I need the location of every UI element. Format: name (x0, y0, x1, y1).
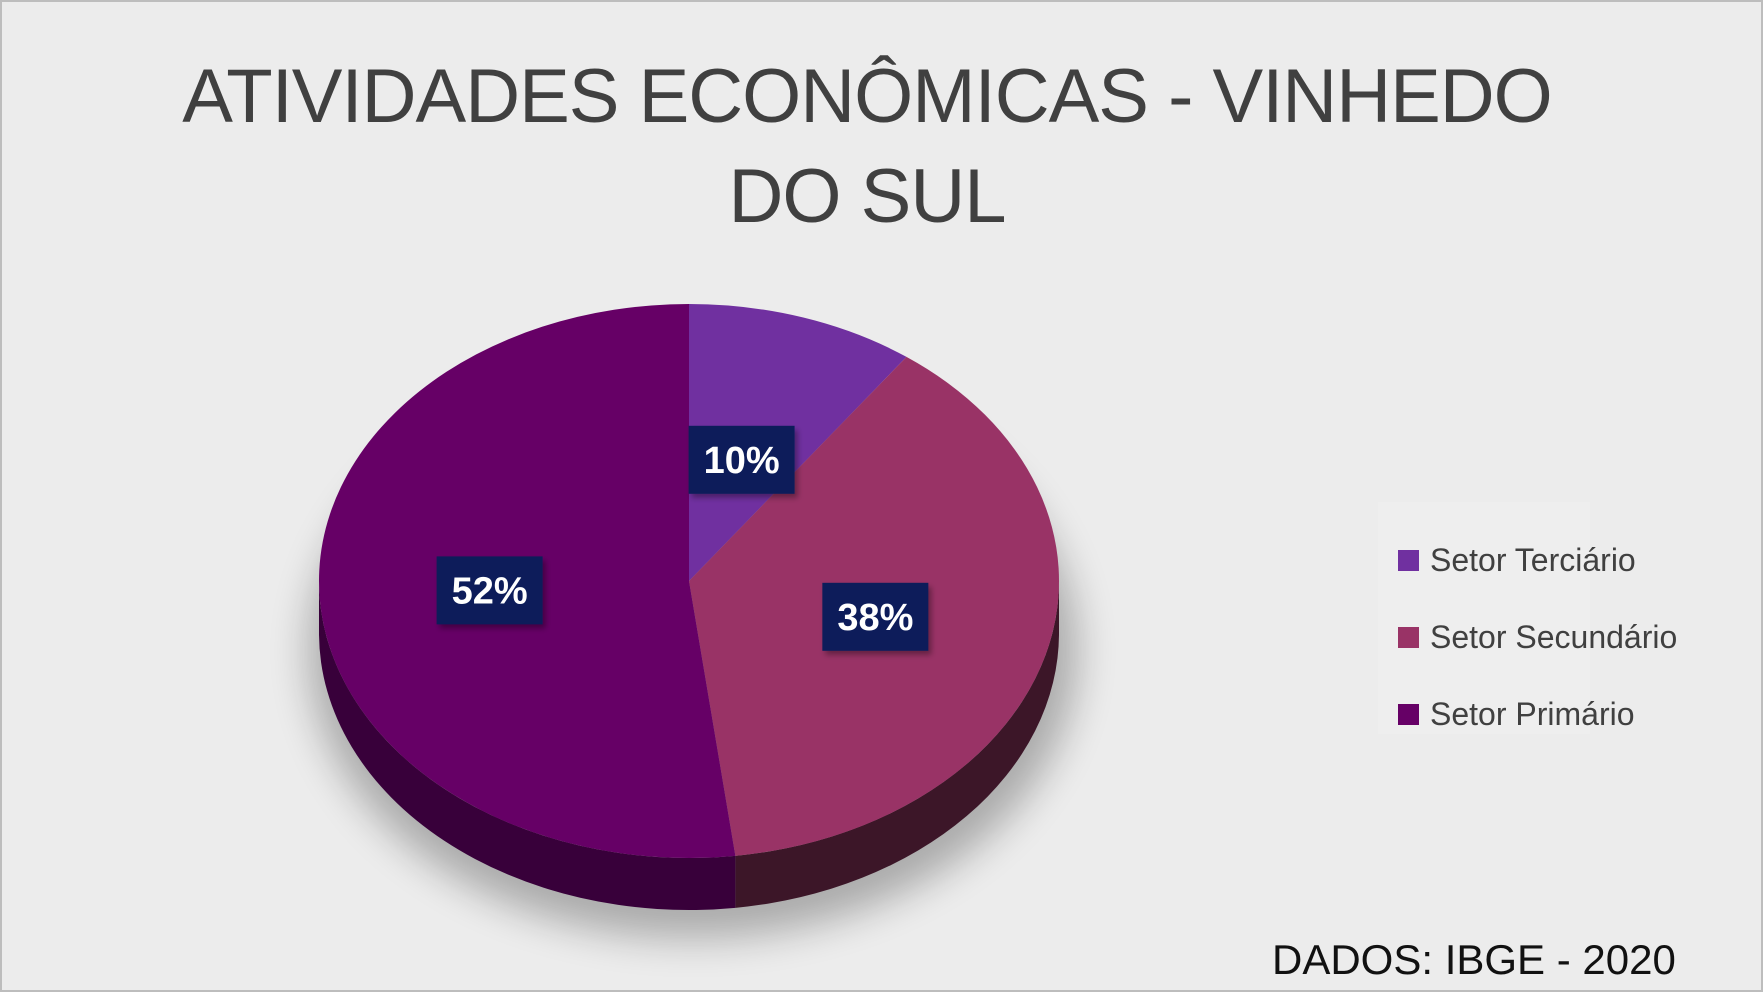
pie-side-setor-secundario (735, 581, 1059, 908)
data-label-box (822, 582, 929, 651)
data-label-setor-secundario: 38% (822, 582, 929, 651)
pie-slices (319, 304, 1059, 858)
chart-title-line-2: DO SUL (728, 154, 1007, 239)
data-label-text: 52% (452, 570, 528, 612)
data-label-setor-primario: 52% (436, 556, 543, 625)
pie-slice-setor-terciario (689, 304, 907, 581)
chart-title-line-1: ATIVIDADES ECONÔMICAS - VINHEDO (182, 54, 1553, 139)
data-label-setor-terciario: 10% (688, 425, 795, 494)
data-label-box (688, 425, 795, 494)
legend-label: Setor Secundário (1430, 619, 1678, 655)
legend-swatch-setor-secundario (1398, 627, 1419, 648)
data-label-text: 10% (704, 440, 780, 482)
data-label-box (436, 556, 543, 625)
legend-label: Setor Terciário (1430, 542, 1636, 578)
legend-label: Setor Primário (1430, 696, 1635, 732)
legend-swatch-setor-primario (1398, 704, 1419, 725)
source-note: DADOS: IBGE - 2020 (1272, 936, 1676, 983)
pie-side-setor-primario (319, 581, 736, 911)
chart-legend: Setor Terciário Setor Secundário Setor P… (1378, 502, 1677, 734)
data-label-text: 38% (837, 597, 913, 639)
pie-data-labels: 10% 38% 52% (436, 425, 929, 651)
pie-side-walls (319, 581, 1059, 911)
legend-swatch-setor-terciario (1398, 550, 1419, 571)
